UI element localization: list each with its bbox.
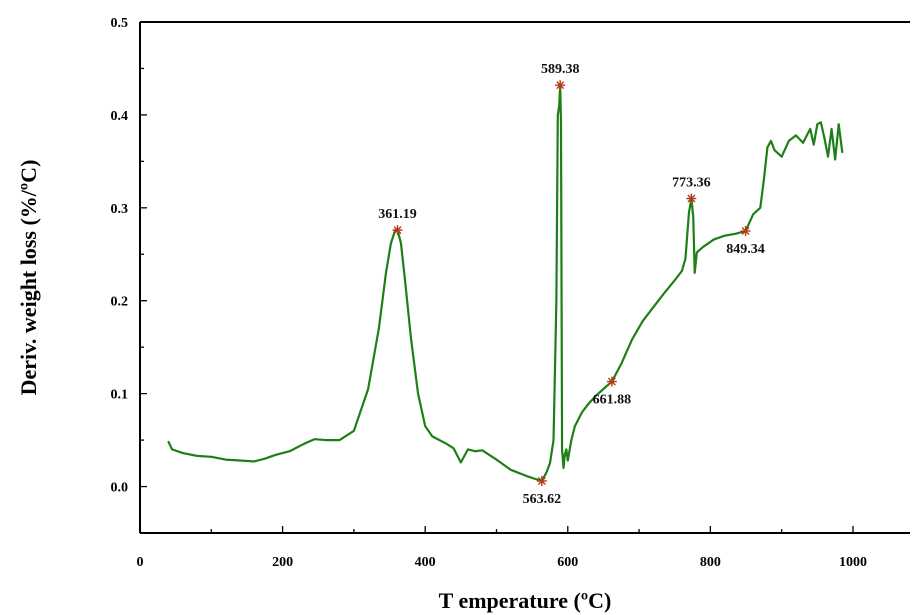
peak-label: 661.88 (593, 393, 632, 408)
y-tick-label: 0.5 (111, 16, 129, 31)
y-tick-label: 0.4 (111, 109, 129, 124)
peak-label: 589.38 (541, 62, 580, 77)
y-ticks: 0.0 0.1 0.2 0.3 0.4 0.5 (111, 16, 147, 496)
peak-star-marker (741, 227, 750, 236)
peak-star-marker (393, 226, 402, 235)
y-tick-label: 0.1 (111, 388, 129, 403)
x-tick-label: 1000 (839, 555, 867, 570)
peak-annotation: 563.62 (523, 475, 562, 507)
peak-annotation: 661.88 (593, 376, 632, 408)
y-tick-label: 0.2 (111, 295, 129, 310)
peak-label: 361.19 (378, 207, 417, 222)
peak-annotation: 849.34 (726, 226, 765, 257)
peak-star-marker (607, 377, 616, 386)
peak-label: 773.36 (672, 176, 711, 191)
peak-star-marker (556, 81, 565, 90)
x-tick-label: 0 (137, 555, 144, 570)
peak-label: 563.62 (523, 492, 562, 507)
y-tick-label: 0.3 (111, 202, 129, 217)
peak-annotation: 589.38 (541, 62, 580, 91)
y-axis-title: Deriv. weight loss (%/ºC) (16, 160, 41, 396)
x-tick-label: 400 (415, 555, 436, 570)
peak-star-marker (687, 194, 696, 203)
annotation-layer: 361.19 563.62 589.38 661.88 773.36 849.34 (378, 62, 765, 507)
y-tick-label: 0.0 (111, 481, 129, 496)
x-axis-title: T emperature (ºC) (439, 588, 612, 613)
series-layer (167, 84, 844, 483)
x-tick-label: 600 (557, 555, 578, 570)
peak-star-marker (537, 476, 546, 485)
peak-label: 849.34 (726, 242, 765, 257)
series-line (167, 84, 844, 483)
x-tick-label: 800 (700, 555, 721, 570)
plot-area (139, 21, 910, 534)
x-tick-label: 200 (272, 555, 293, 570)
peak-annotation: 361.19 (378, 207, 417, 236)
peak-annotation: 773.36 (672, 176, 711, 204)
x-ticks: 0 200 400 600 800 1000 (137, 526, 867, 570)
